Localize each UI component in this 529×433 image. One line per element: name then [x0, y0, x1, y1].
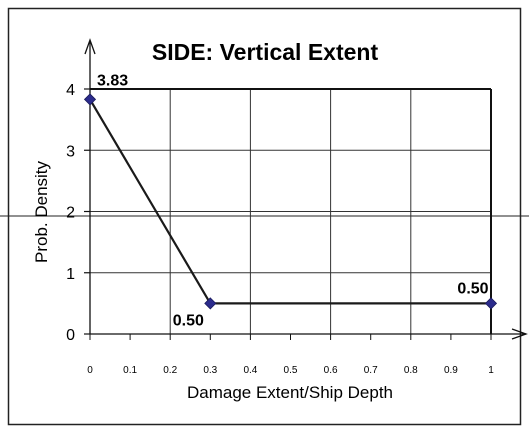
- data-label: 0.50: [457, 280, 488, 297]
- x-tick-label: 0.8: [404, 365, 418, 376]
- x-tick-label: 0.6: [324, 365, 338, 376]
- x-tick-label: 0.7: [364, 365, 378, 376]
- data-point-marker: [204, 297, 217, 310]
- x-tick-label: 0: [87, 365, 93, 376]
- x-tick-label: 1: [488, 365, 494, 376]
- series: 3.83 0.50 0.50: [83, 72, 498, 329]
- x-tick-label: 0.1: [123, 365, 137, 376]
- y-ticks: 0 1 2 3 4: [66, 82, 90, 344]
- y-tick-label: 4: [66, 82, 75, 99]
- x-axis-label: Damage Extent/Ship Depth: [187, 383, 393, 402]
- y-tick-label: 3: [66, 143, 75, 160]
- data-point-marker: [484, 297, 498, 310]
- data-point-marker: [83, 93, 97, 106]
- x-axis-arrow: [511, 328, 528, 340]
- data-label: 3.83: [97, 72, 128, 89]
- y-tick-label: 0: [66, 327, 75, 344]
- x-tick-label: 0.9: [444, 365, 458, 376]
- y-axis-arrow: [84, 38, 96, 55]
- x-ticks: 0 0.1 0.2 0.3 0.4 0.5 0.6 0.7 0.8 0.9 1: [87, 334, 494, 376]
- chart-title: SIDE: Vertical Extent: [152, 39, 379, 65]
- data-label: 0.50: [173, 312, 204, 329]
- y-axis-label: Prob. Density: [32, 160, 51, 263]
- x-tick-label: 0.3: [203, 365, 217, 376]
- y-tick-label: 2: [66, 205, 75, 222]
- x-tick-label: 0.5: [284, 365, 298, 376]
- x-tick-label: 0.2: [163, 365, 177, 376]
- y-tick-label: 1: [66, 266, 75, 283]
- axes: [84, 38, 528, 340]
- grid: [90, 89, 491, 334]
- x-tick-label: 0.4: [243, 365, 257, 376]
